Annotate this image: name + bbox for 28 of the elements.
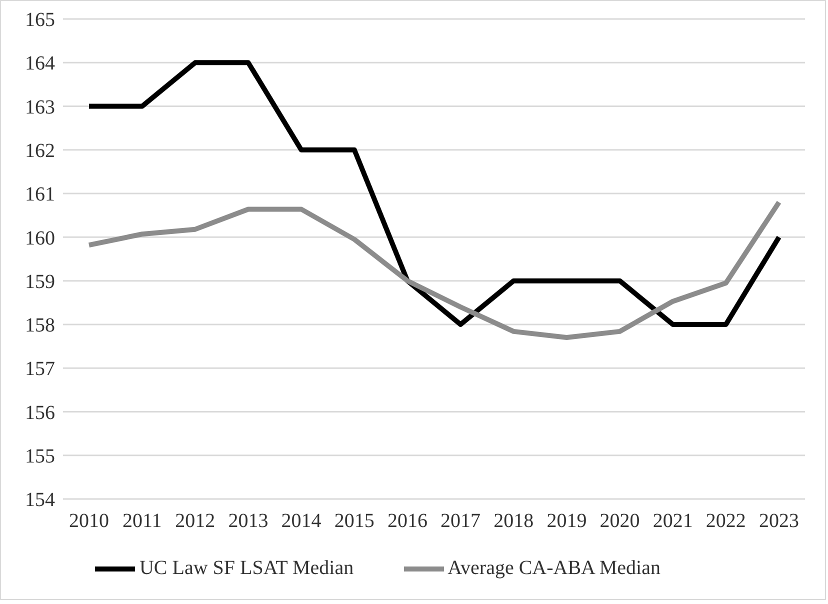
y-tick-label: 156 [25,402,55,424]
x-tick-label: 2022 [706,510,746,532]
x-tick-label: 2023 [759,510,799,532]
y-tick-label: 159 [25,270,55,293]
x-tick-label: 2010 [69,510,109,532]
y-tick-label: 154 [25,489,55,512]
x-tick-label: 2014 [281,510,322,532]
legend-label: UC Law SF LSAT Median [139,556,354,579]
x-tick-label: 2018 [494,510,534,532]
x-tick-label: 2011 [122,510,162,532]
x-tick-label: 2021 [652,510,693,532]
y-tick-label: 155 [25,445,55,468]
x-tick-label: 2012 [175,510,216,532]
x-tick-label: 2016 [387,510,428,532]
x-tick-label: 2019 [546,510,587,532]
y-tick-label: 157 [25,358,55,380]
x-tick-label: 2020 [600,510,640,532]
x-tick-label: 2015 [334,510,374,532]
y-tick-label: 158 [25,314,55,337]
legend-label: Average CA-ABA Median [448,556,660,579]
y-tick-label: 162 [25,140,55,162]
y-tick-label: 164 [25,52,55,75]
y-tick-label: 165 [25,9,55,32]
x-tick-label: 2017 [440,510,481,532]
x-tick-label: 2013 [228,510,268,532]
y-tick-label: 160 [25,227,55,250]
y-tick-label: 161 [25,184,55,206]
y-tick-label: 163 [25,96,55,118]
